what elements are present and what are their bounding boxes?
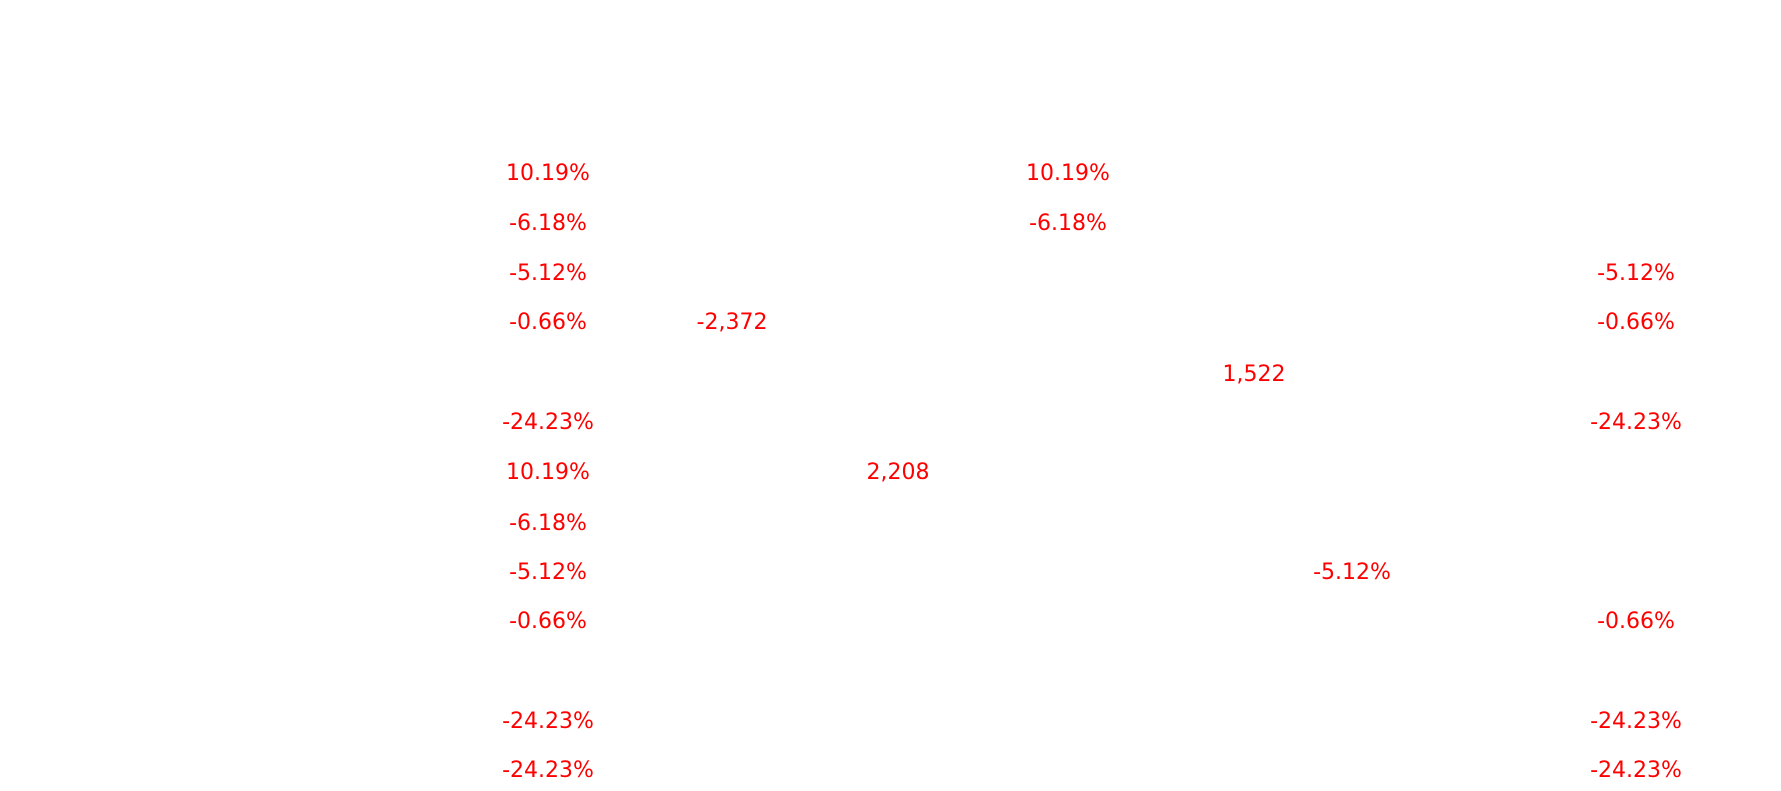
value-label: -24.23% [1590, 709, 1682, 734]
value-label: 10.19% [1026, 161, 1110, 186]
value-label: -2,372 [696, 310, 768, 335]
value-label: -24.23% [502, 410, 594, 435]
value-label: -0.66% [1597, 310, 1675, 335]
value-label: -0.66% [1597, 609, 1675, 634]
value-label: -6.18% [1029, 211, 1107, 236]
value-label: 10.19% [506, 161, 590, 186]
value-label: 10.19% [506, 460, 590, 485]
value-label: -0.66% [509, 310, 587, 335]
value-label: -0.66% [509, 609, 587, 634]
value-label: 2,208 [866, 460, 930, 485]
value-label: 1,522 [1222, 362, 1286, 387]
value-label: -6.18% [509, 511, 587, 536]
value-label: -24.23% [1590, 410, 1682, 435]
value-label: -5.12% [509, 261, 587, 286]
value-label: -24.23% [502, 758, 594, 783]
value-label: -6.18% [509, 211, 587, 236]
value-label: -5.12% [509, 560, 587, 585]
value-label: -5.12% [1597, 261, 1675, 286]
value-label: -5.12% [1313, 560, 1391, 585]
value-label: -24.23% [502, 709, 594, 734]
value-label: -24.23% [1590, 758, 1682, 783]
